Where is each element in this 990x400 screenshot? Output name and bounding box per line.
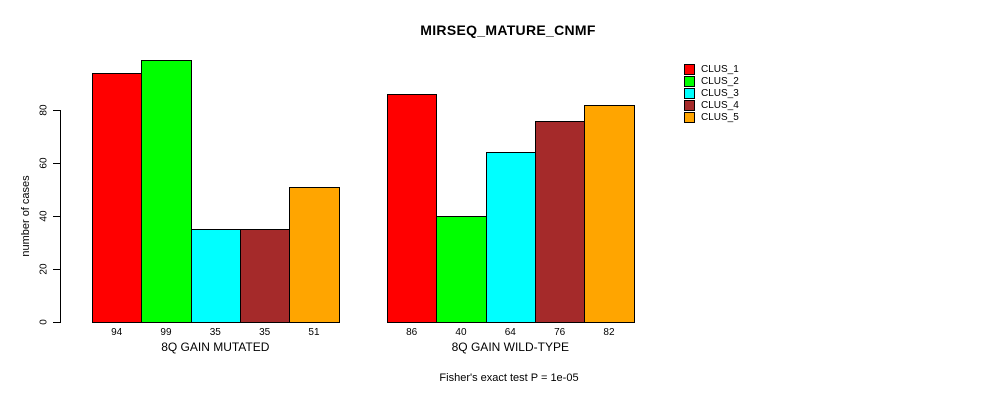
bar [485, 152, 536, 323]
y-tick-label: 40 [38, 210, 50, 222]
legend-label: CLUS_4 [701, 100, 739, 112]
legend-item: CLUS_5 [684, 112, 739, 124]
footer-text: Fisher's exact test P = 1e-05 [439, 372, 579, 384]
bar [584, 104, 635, 323]
y-axis-label: number of cases [20, 175, 32, 257]
bar-value-label: 51 [308, 327, 320, 338]
legend-label: CLUS_1 [701, 63, 739, 75]
y-axis-line [60, 110, 61, 323]
y-tick-label: 0 [38, 319, 50, 325]
bar [436, 216, 487, 323]
bar-value-label: 35 [259, 327, 271, 338]
legend-item: CLUS_4 [684, 100, 739, 112]
bar [239, 229, 291, 323]
group-label: 8Q GAIN MUTATED [161, 340, 270, 354]
bar [92, 72, 143, 323]
bar-value-label: 35 [209, 327, 221, 338]
bar-value-label: 94 [111, 327, 123, 338]
legend-swatch [684, 63, 695, 75]
bar-value-label: 76 [554, 327, 566, 338]
bar-value-label: 40 [455, 327, 467, 338]
y-tick [53, 269, 60, 270]
bar [190, 229, 241, 323]
legend-label: CLUS_5 [701, 112, 739, 124]
legend-item: CLUS_1 [684, 63, 739, 75]
y-tick [53, 110, 60, 111]
legend-swatch [684, 75, 695, 87]
legend-label: CLUS_3 [701, 87, 739, 99]
bar [141, 59, 192, 323]
legend-swatch [684, 100, 695, 112]
chart-title: MIRSEQ_MATURE_CNMF [420, 22, 596, 38]
legend-swatch [684, 112, 695, 124]
legend-item: CLUS_2 [684, 75, 739, 87]
y-tick [53, 322, 60, 323]
legend-item: CLUS_3 [684, 87, 739, 99]
legend-label: CLUS_2 [701, 75, 739, 87]
y-tick [53, 216, 60, 217]
legend-swatch [684, 87, 695, 99]
bar-value-label: 64 [504, 327, 516, 338]
bar [289, 186, 340, 323]
group-label: 8Q GAIN WILD-TYPE [451, 340, 569, 354]
bar [387, 94, 438, 323]
y-tick-label: 20 [38, 263, 50, 275]
bar-value-label: 82 [603, 327, 615, 338]
bar [534, 120, 586, 323]
y-tick-label: 80 [38, 104, 50, 116]
bar-value-label: 86 [406, 327, 418, 338]
bar-value-label: 99 [160, 327, 172, 338]
y-tick [53, 163, 60, 164]
y-tick-label: 60 [38, 157, 50, 169]
